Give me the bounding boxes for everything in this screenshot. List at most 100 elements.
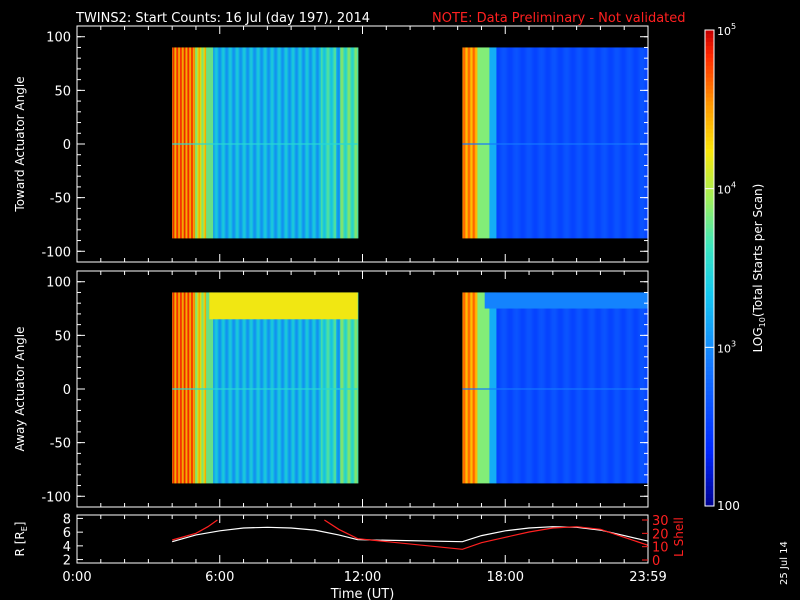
heatmap-column: [539, 47, 541, 239]
heatmap-column: [287, 292, 289, 484]
heatmap-column: [185, 47, 187, 239]
heatmap-column: [492, 47, 494, 239]
heatmap-column: [612, 292, 614, 484]
heatmap-column: [226, 47, 228, 239]
heatmap-column: [199, 47, 201, 239]
heatmap-column: [583, 47, 585, 239]
heatmap-column: [297, 292, 299, 484]
heatmap-column: [194, 292, 196, 484]
heatmap-column: [319, 47, 321, 239]
heatmap-column: [524, 292, 526, 484]
heatmap-column: [292, 47, 294, 239]
heatmap-column: [546, 292, 548, 484]
heatmap-column: [601, 292, 603, 484]
heatmap-column: [507, 47, 509, 239]
heatmap-column: [270, 292, 272, 484]
heatmap-column: [311, 47, 313, 239]
heatmap-column: [624, 292, 626, 484]
colorbar-cell: [705, 383, 714, 388]
heatmap-column: [252, 292, 254, 484]
heatmap-column: [213, 47, 215, 239]
heatmap-column: [491, 47, 493, 239]
heatmap-column: [628, 292, 630, 484]
heatmap-column: [346, 47, 348, 239]
heatmap-column: [520, 47, 522, 239]
heatmap-column: [629, 292, 631, 484]
heatmap-column: [198, 292, 200, 484]
heatmap-column: [200, 47, 202, 239]
heatmap-column: [572, 292, 574, 484]
heatmap-column: [568, 292, 570, 484]
heatmap-column: [472, 292, 474, 484]
heatmap-column: [182, 292, 184, 484]
heatmap-column: [484, 292, 486, 484]
y-tick-label: 8: [63, 512, 71, 527]
heatmap-column: [178, 47, 180, 239]
heatmap-column: [565, 47, 567, 239]
heatmap-column: [308, 292, 310, 484]
heatmap-column: [321, 47, 323, 239]
heatmap-column: [514, 47, 516, 239]
heatmap-column: [247, 292, 249, 484]
heatmap-column: [220, 47, 222, 239]
y-right-tick-label: 0: [652, 554, 660, 569]
heatmap-column: [258, 47, 260, 239]
heatmap-column: [527, 47, 529, 239]
high-angle-band: [209, 292, 358, 320]
heatmap-column: [307, 292, 309, 484]
heatmap-column: [632, 292, 634, 484]
heatmap-column: [614, 47, 616, 239]
heatmap-column: [578, 292, 580, 484]
heatmap-column: [216, 292, 218, 484]
toward-panel: 100 50 0 -50 -100 Toward Actuator Angle: [13, 25, 649, 263]
heatmap-column: [248, 47, 250, 239]
heatmap-column: [201, 47, 203, 239]
colorbar-cell: [705, 93, 714, 99]
heatmap-column: [617, 292, 619, 484]
colorbar-cell: [705, 466, 714, 471]
heatmap-column: [240, 292, 242, 484]
heatmap-column: [187, 47, 189, 239]
heatmap-column: [272, 292, 274, 484]
heatmap-column: [308, 47, 310, 239]
heatmap-column: [275, 292, 277, 484]
colorbar-cell: [705, 264, 714, 269]
heatmap-column: [517, 292, 519, 484]
heatmap-column: [353, 47, 355, 239]
heatmap-column: [486, 47, 488, 239]
heatmap-column: [550, 47, 552, 239]
heatmap-column: [263, 47, 265, 239]
heatmap-column: [224, 47, 226, 239]
heatmap-column: [480, 47, 482, 239]
heatmap-column: [204, 47, 206, 239]
heatmap-column: [228, 292, 230, 484]
heatmap-column: [496, 47, 498, 239]
heatmap-column: [531, 292, 533, 484]
colorbar-cell: [705, 458, 714, 463]
data-note: NOTE: Data Preliminary - Not validated: [432, 11, 686, 26]
colorbar-cell: [705, 283, 714, 289]
heatmap-column: [254, 47, 256, 239]
colorbar-label: LOG10(Total Starts per Scan): [751, 184, 767, 353]
heatmap-column: [574, 47, 576, 239]
colorbar-cell: [705, 105, 714, 110]
heatmap-column: [256, 47, 258, 239]
heatmap-column: [242, 292, 244, 484]
heatmap-column: [180, 292, 182, 484]
heatmap-column: [206, 47, 208, 239]
heatmap-column: [554, 47, 556, 239]
heatmap-column: [557, 47, 559, 239]
heatmap-column: [335, 47, 337, 239]
heatmap-column: [328, 47, 330, 239]
colorbar-cell: [705, 232, 714, 237]
heatmap-column: [464, 47, 466, 239]
colorbar-cell: [705, 339, 714, 344]
heatmap-column: [486, 292, 488, 484]
colorbar-cell: [705, 422, 714, 428]
heatmap-column: [522, 47, 524, 239]
heatmap-column: [291, 47, 293, 239]
y-tick-label: -50: [50, 192, 71, 207]
heatmap-column: [524, 47, 526, 239]
heatmap-column: [525, 47, 527, 239]
heatmap-column: [216, 47, 218, 239]
